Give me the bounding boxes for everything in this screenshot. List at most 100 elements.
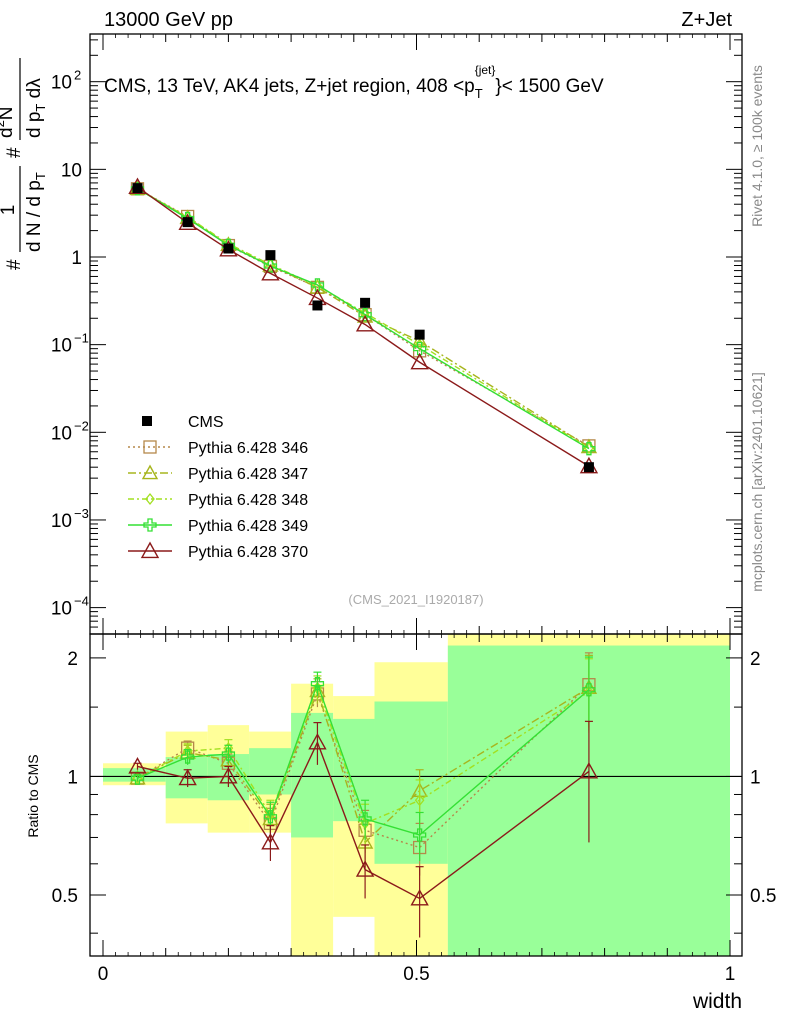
marker-triangle xyxy=(141,464,159,480)
mcplots-label: mcplots.cern.ch [arXiv:2401.10621] xyxy=(749,372,765,591)
legend-item: Pythia 6.428 346 xyxy=(128,440,308,457)
y-tick-label: 10 xyxy=(51,336,72,357)
marker-triangle xyxy=(140,541,160,559)
legend-item: Pythia 6.428 347 xyxy=(128,464,308,483)
legend-label: Pythia 6.428 347 xyxy=(188,466,308,483)
legend-marker xyxy=(143,518,157,532)
marker-cross xyxy=(263,259,278,273)
marker-cross xyxy=(358,812,372,826)
legend-item: Pythia 6.428 348 xyxy=(128,492,308,509)
legend-marker xyxy=(143,440,157,454)
y-label-num-sup: 2 xyxy=(0,120,7,127)
series-point-ratio xyxy=(355,860,375,877)
ratio-y-tick-label-right: 1 xyxy=(750,767,761,788)
header-right: Z+Jet xyxy=(681,9,732,31)
y-axis-label: # 1 d N / d pT # d2N d pT dλ xyxy=(0,58,48,270)
legend-marker xyxy=(140,541,160,559)
marker-diamond xyxy=(145,492,155,506)
marker-triangle xyxy=(410,889,429,906)
legend-label: Pythia 6.428 348 xyxy=(188,492,308,509)
marker-cross xyxy=(143,518,157,532)
y-label-den: d p xyxy=(24,112,45,138)
series-point-upper xyxy=(360,306,370,319)
plot-title-tail: }< 1500 GeV xyxy=(495,76,604,97)
marker-triangle xyxy=(308,733,327,750)
legend-label: Pythia 6.428 346 xyxy=(188,440,308,457)
legend-item: Pythia 6.428 349 xyxy=(128,518,308,535)
ratio-y-axis-label: Ratio to CMS xyxy=(25,754,41,837)
series-point-upper xyxy=(412,342,427,356)
series-layer xyxy=(128,177,599,938)
ratio-y-tick-label: 1 xyxy=(67,767,78,788)
marker-triangle xyxy=(355,315,375,332)
series-point-ratio xyxy=(358,812,372,826)
inner-band-bin xyxy=(374,701,448,864)
legend-marker-cms xyxy=(142,416,152,426)
marker-cross xyxy=(263,810,278,824)
marker-triangle xyxy=(128,757,147,774)
marker-triangle xyxy=(579,761,599,779)
marker-triangle xyxy=(219,767,238,784)
y-tick-label: 10 xyxy=(61,160,82,181)
legend-label-cms: CMS xyxy=(188,414,224,431)
x-axis-label: width xyxy=(692,990,742,1013)
svg-text:#: # xyxy=(4,259,25,270)
series-point-upper xyxy=(411,332,428,348)
plot-title-main: CMS, 13 TeV, AK4 jets, Z+jet region, 408… xyxy=(104,76,475,97)
series-point-upper xyxy=(582,442,596,456)
marker-cross xyxy=(180,750,195,764)
series-line-ratio xyxy=(137,687,590,844)
series-point-ratio xyxy=(410,889,429,906)
plot-title-sub: T xyxy=(475,86,483,101)
series-line-ratio xyxy=(137,740,590,900)
y-tick-label: 10 xyxy=(51,511,72,532)
series-line-ratio xyxy=(137,684,590,849)
marker-square xyxy=(143,440,157,454)
uncertainty-bands xyxy=(103,634,730,956)
svg-text:#: # xyxy=(4,147,25,158)
y-tick-exponent: −4 xyxy=(74,594,89,609)
marker-cross xyxy=(582,683,596,697)
series-point-ratio xyxy=(579,761,599,779)
y-label-frac-den: d N / d p xyxy=(24,180,45,252)
svg-text:1: 1 xyxy=(0,205,19,216)
y-tick-exponent: −2 xyxy=(74,418,89,433)
marker-triangle xyxy=(261,263,280,281)
legend: CMS Pythia 6.428 346 Pythia 6.428 347 Pythi… xyxy=(128,414,308,561)
x-tick-label: 0 xyxy=(98,964,109,985)
y-label-num: d xyxy=(0,127,17,138)
marker-diamond xyxy=(360,306,370,319)
series-point-upper xyxy=(355,315,375,332)
series-point-ratio xyxy=(219,767,238,784)
series-point-ratio xyxy=(582,683,596,697)
series-point-upper xyxy=(310,278,325,292)
legend-label: Pythia 6.428 349 xyxy=(188,518,308,535)
series-point-ratio xyxy=(178,768,197,786)
series-line-ratio xyxy=(137,685,590,825)
series-point-upper xyxy=(356,307,374,323)
cms-data-point xyxy=(132,183,143,194)
cms-data-point xyxy=(583,462,594,473)
plot-title: CMS, 13 TeV, AK4 jets, Z+jet region, 408… xyxy=(104,63,604,101)
cms-data-point xyxy=(312,300,323,311)
series-point-upper xyxy=(263,259,278,273)
cms-data-point xyxy=(414,329,425,340)
svg-text:d pT dλ: d pT dλ xyxy=(24,78,48,138)
y-label-hash2: # xyxy=(4,147,25,158)
series-point-ratio xyxy=(310,677,325,691)
x-tick-label: 1 xyxy=(725,964,736,985)
marker-diamond xyxy=(414,794,425,807)
series-point-ratio xyxy=(128,757,147,774)
y-label-frac-den-sub: T xyxy=(33,172,48,180)
y-tick-label: 1 xyxy=(71,248,82,269)
legend-label: Pythia 6.428 370 xyxy=(188,544,308,561)
marker-triangle xyxy=(356,307,374,323)
series-line-ratio xyxy=(137,681,590,836)
marker-cross xyxy=(221,747,236,761)
cms-data-point xyxy=(223,243,234,254)
marker-diamond xyxy=(414,338,425,351)
legend-item-cms: CMS xyxy=(142,414,224,431)
series-point-ratio xyxy=(412,828,427,842)
y-tick-exponent: −3 xyxy=(74,506,89,521)
